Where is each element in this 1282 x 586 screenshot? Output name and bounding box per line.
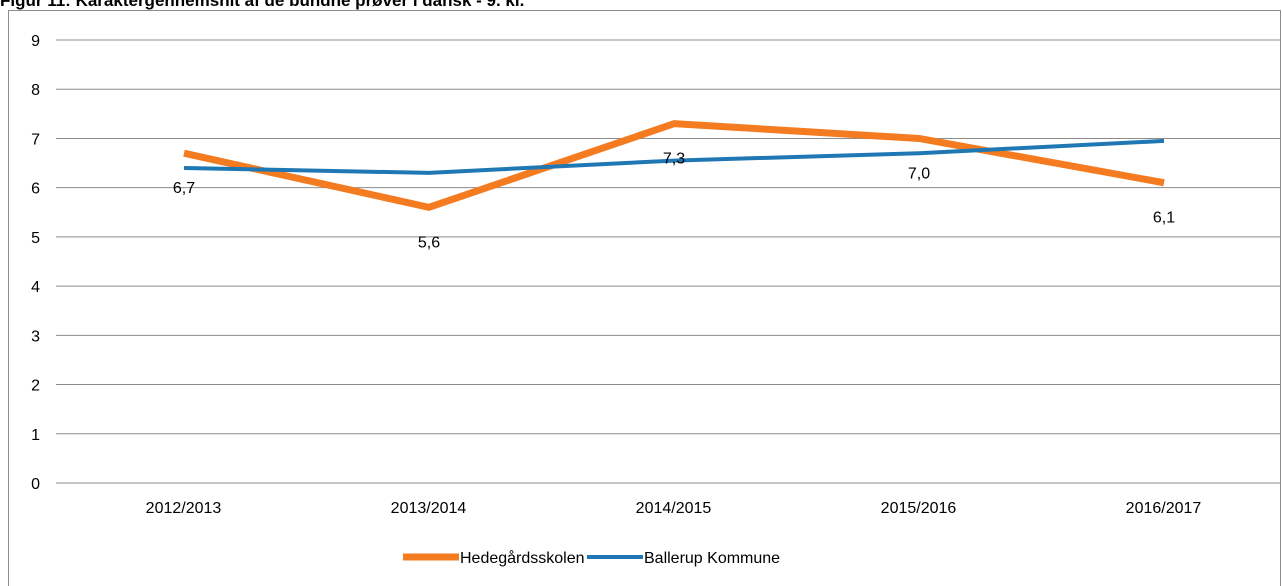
y-tick-label: 1 bbox=[31, 427, 40, 444]
y-tick-label: 2 bbox=[31, 378, 40, 395]
legend-label: Hedegårdsskolen bbox=[460, 549, 585, 567]
x-tick-label: 2015/2016 bbox=[881, 500, 957, 517]
data-label: 7,3 bbox=[663, 151, 685, 168]
y-tick-label: 0 bbox=[31, 476, 40, 493]
series-line bbox=[183, 138, 1165, 175]
data-label: 6,1 bbox=[1153, 210, 1175, 227]
y-tick-label: 5 bbox=[31, 230, 40, 247]
chart-frame bbox=[8, 10, 1281, 586]
y-tick-label: 4 bbox=[31, 279, 40, 296]
y-tick-label: 8 bbox=[31, 82, 40, 99]
x-tick-label: 2012/2013 bbox=[146, 500, 222, 517]
y-tick-label: 7 bbox=[31, 131, 40, 148]
x-tick-label: 2016/2017 bbox=[1126, 500, 1202, 517]
data-label: 7,0 bbox=[908, 165, 930, 182]
chart-title: Figur 11: Karaktergennemsnit af de bundn… bbox=[0, 0, 524, 10]
y-tick-label: 9 bbox=[31, 33, 40, 50]
x-tick-label: 2013/2014 bbox=[391, 500, 467, 517]
legend-label: Ballerup Kommune bbox=[644, 550, 780, 567]
y-tick-label: 6 bbox=[31, 181, 40, 198]
y-tick-label: 3 bbox=[31, 328, 40, 345]
x-tick-label: 2014/2015 bbox=[636, 500, 712, 517]
data-label: 6,7 bbox=[173, 180, 195, 197]
data-label: 5,6 bbox=[418, 234, 440, 251]
series-line bbox=[183, 120, 1165, 211]
